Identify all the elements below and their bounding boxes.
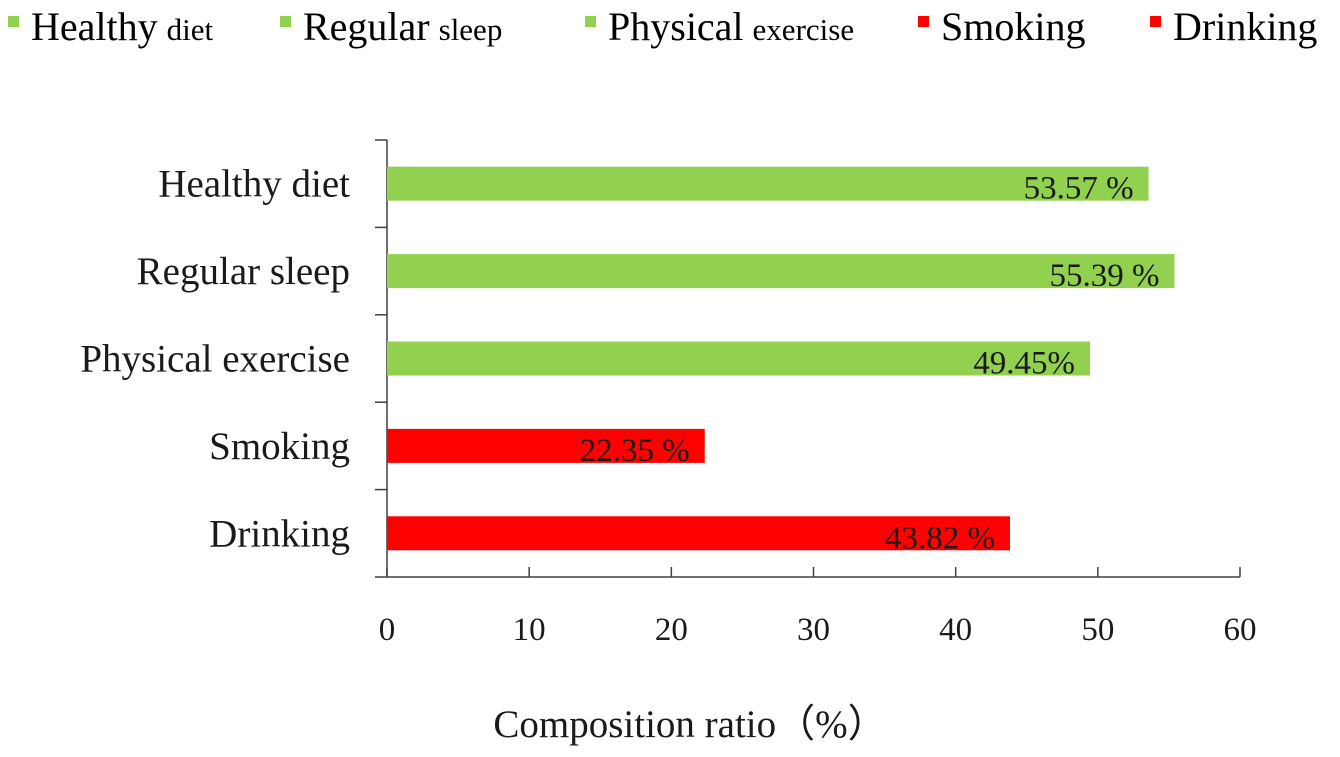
bar — [387, 428, 705, 463]
legend-label: Physical exercise — [608, 4, 854, 49]
bar — [387, 516, 1010, 551]
data-label: 49.45% — [973, 346, 1075, 382]
legend-item: Healthy diet — [8, 4, 213, 49]
legend-swatch — [918, 16, 929, 27]
legend-label: Regular sleep — [303, 4, 502, 49]
chart-legend: Healthy diet Regular sleep Physical exercise S… — [8, 4, 1317, 49]
category-label: Smoking — [209, 425, 350, 468]
data-label: 53.57 % — [1024, 171, 1134, 207]
x-tick-label: 20 — [655, 612, 688, 648]
x-axis-title: Composition ratio（%） — [493, 703, 886, 746]
category-label: Drinking — [209, 512, 350, 555]
x-tick-label: 10 — [513, 612, 546, 648]
data-label: 43.82 % — [885, 520, 995, 556]
legend-label: Smoking — [941, 4, 1085, 49]
category-label: Healthy diet — [158, 163, 350, 206]
bar — [387, 166, 1149, 201]
x-tick-label: 0 — [379, 612, 396, 648]
category-label: Regular sleep — [137, 250, 350, 293]
category-label: Physical exercise — [80, 338, 350, 381]
legend-item: Smoking — [918, 4, 1085, 49]
plot-area: 0 10 20 30 40 50 60 Healthy diet 53.57 % Regular … — [80, 139, 1257, 648]
legend-item: Regular sleep — [280, 4, 502, 49]
legend-swatch — [1150, 16, 1161, 27]
x-tick-label: 60 — [1224, 612, 1257, 648]
legend-item: Physical exercise — [585, 4, 854, 49]
bar — [387, 254, 1175, 289]
legend-swatch — [585, 16, 596, 27]
data-label: 55.39 % — [1049, 258, 1159, 294]
legend-label: Drinking — [1173, 4, 1317, 49]
x-tick-label: 40 — [939, 612, 972, 648]
legend-label: Healthy diet — [31, 4, 213, 49]
legend-item: Drinking — [1150, 4, 1317, 49]
bar — [387, 341, 1091, 376]
legend-swatch — [280, 16, 291, 27]
legend-swatch — [8, 16, 19, 27]
x-tick-label: 50 — [1081, 612, 1114, 648]
x-tick-label: 30 — [797, 612, 830, 648]
data-label: 22.35 % — [580, 433, 690, 469]
